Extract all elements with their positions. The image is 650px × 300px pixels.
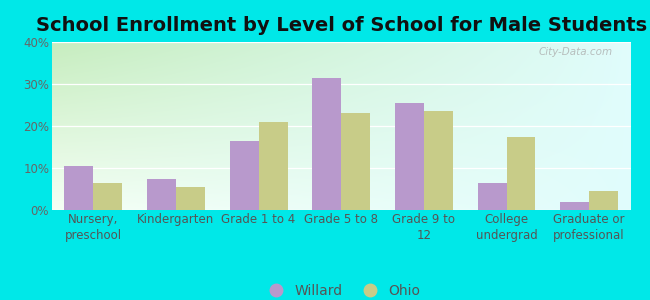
- Bar: [94, 183, 122, 210]
- Bar: [395, 103, 424, 210]
- Bar: [312, 78, 341, 210]
- Bar: [176, 187, 205, 210]
- Bar: [478, 183, 506, 210]
- Bar: [229, 141, 259, 210]
- Bar: [341, 113, 370, 210]
- Legend: Willard, Ohio: Willard, Ohio: [257, 279, 426, 300]
- Bar: [506, 136, 536, 210]
- Bar: [147, 178, 176, 210]
- Bar: [589, 191, 618, 210]
- Bar: [259, 122, 287, 210]
- Bar: [64, 166, 94, 210]
- Bar: [560, 202, 589, 210]
- Text: City-Data.com: City-Data.com: [539, 47, 613, 57]
- Title: School Enrollment by Level of School for Male Students: School Enrollment by Level of School for…: [36, 16, 647, 35]
- Bar: [424, 111, 453, 210]
